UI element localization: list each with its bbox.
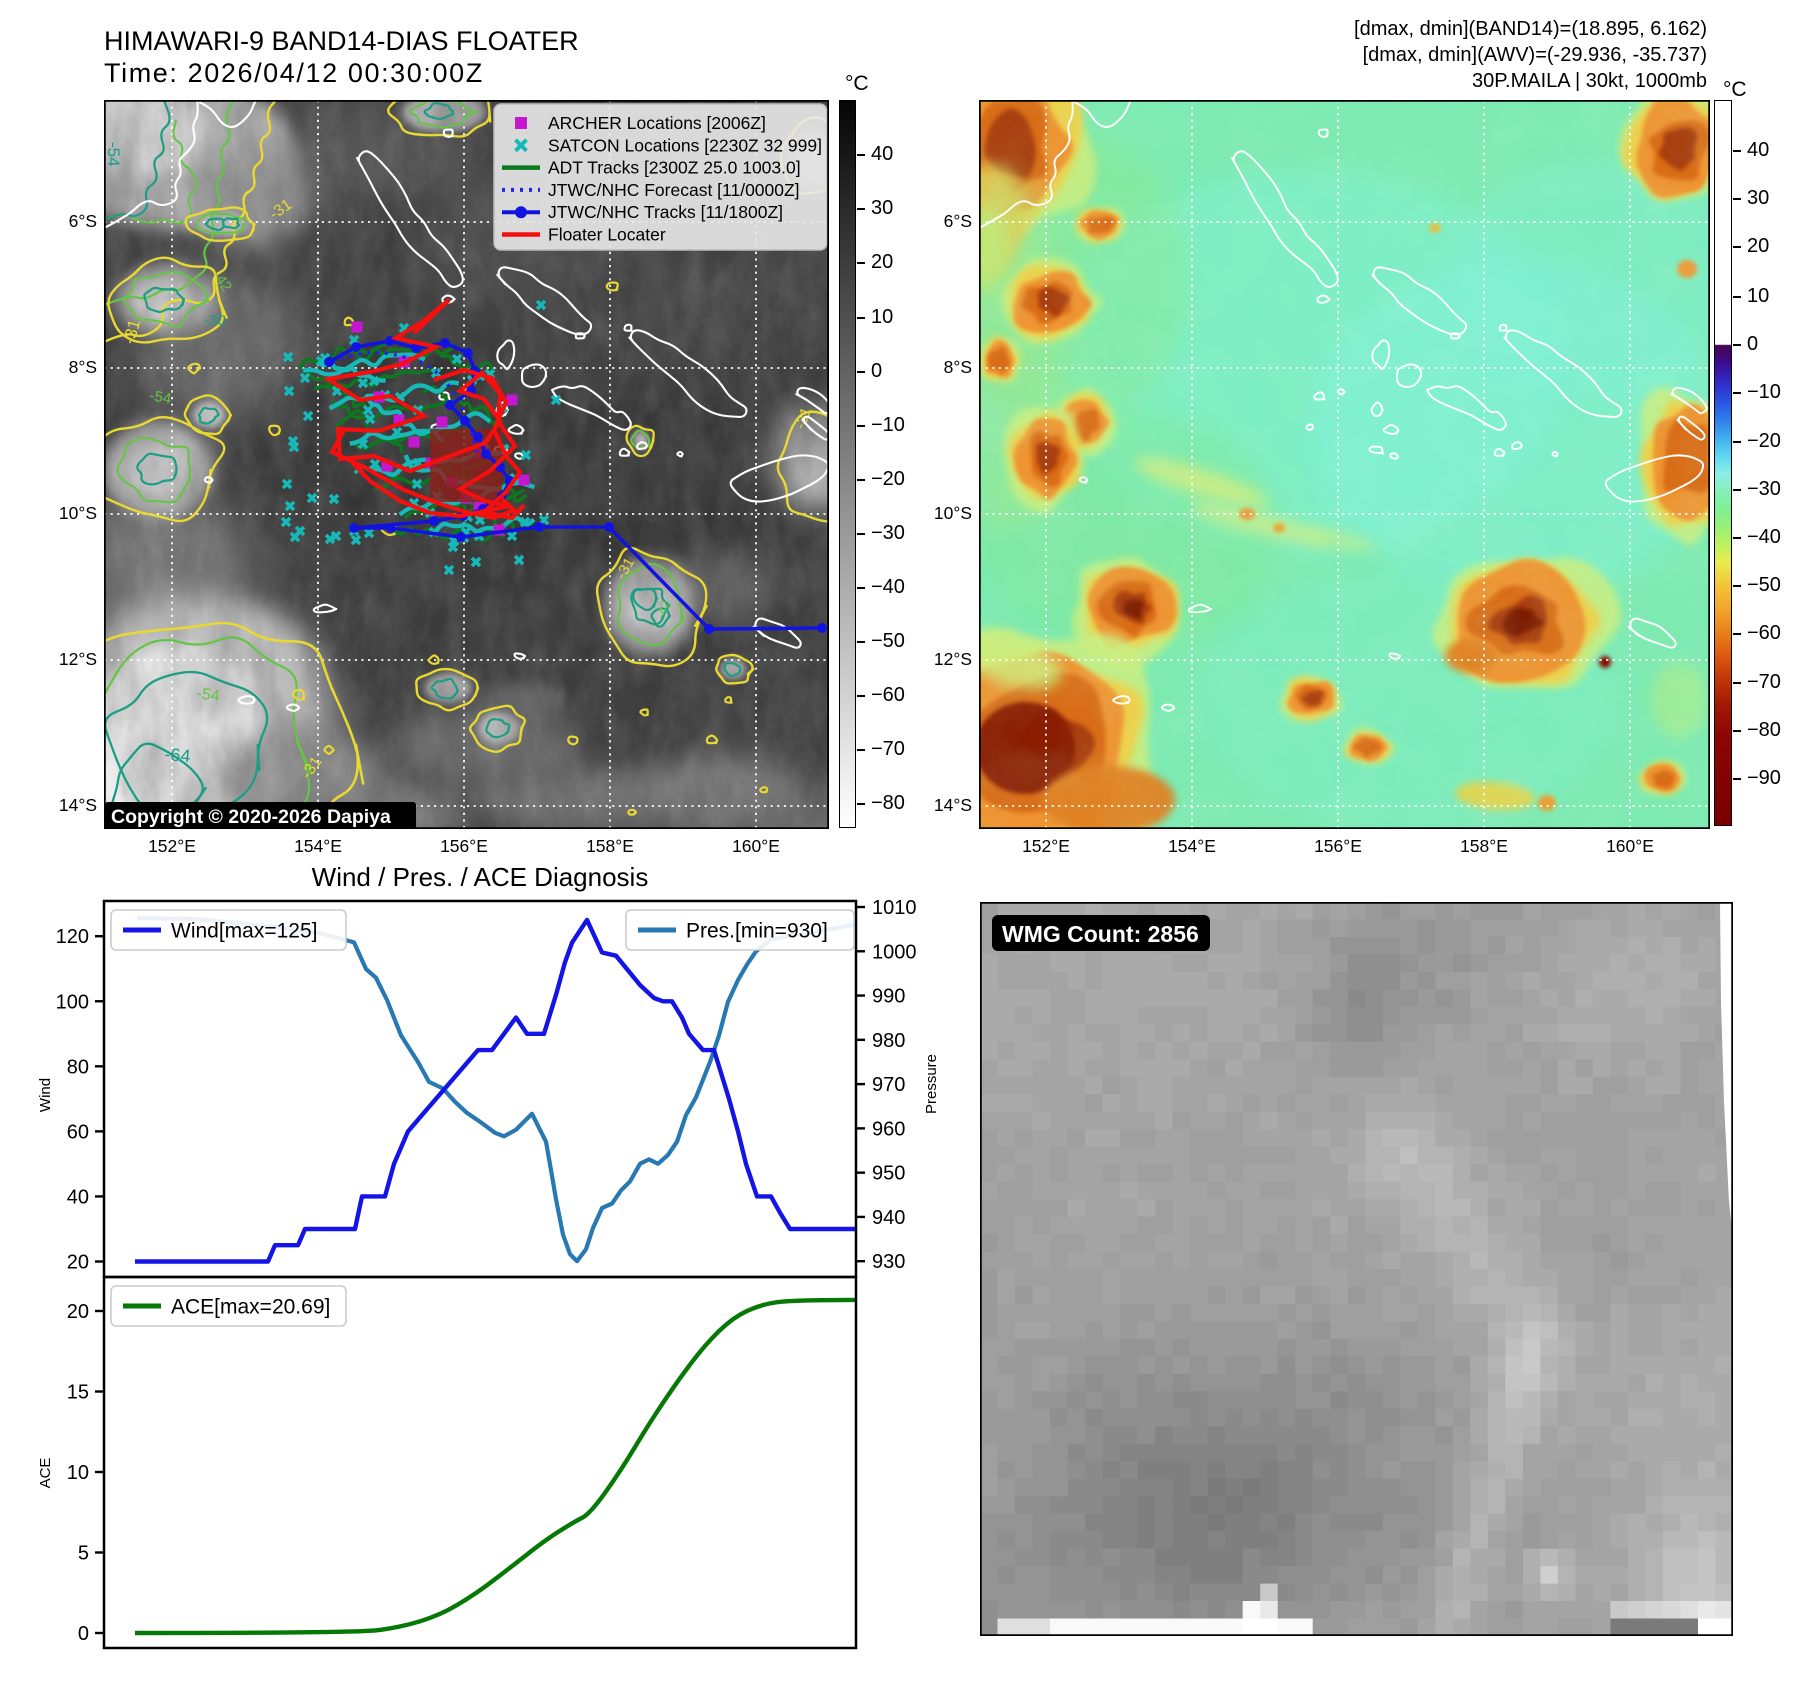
- svg-text:40: 40: [67, 1186, 89, 1208]
- svg-text:1010: 1010: [872, 897, 917, 919]
- svg-text:80: 80: [67, 1056, 89, 1078]
- svg-text:Wind: Wind: [37, 1078, 54, 1112]
- svg-text:60: 60: [67, 1121, 89, 1143]
- svg-text:Pressure: Pressure: [923, 1054, 940, 1114]
- svg-text:JTWC/NHC Tracks [11/1800Z]: JTWC/NHC Tracks [11/1800Z]: [548, 202, 783, 222]
- svg-text:-54: -54: [148, 387, 172, 408]
- svg-text:1000: 1000: [872, 941, 917, 963]
- svg-text:940: 940: [872, 1207, 905, 1229]
- svg-text:980: 980: [872, 1030, 905, 1052]
- svg-text:ACE: ACE: [37, 1458, 54, 1489]
- svg-text:990: 990: [872, 986, 905, 1008]
- svg-text:-42: -42: [653, 598, 674, 621]
- svg-text:950: 950: [872, 1163, 905, 1185]
- svg-text:10: 10: [67, 1462, 89, 1484]
- svg-text:Copyright © 2020-2026 Dapiya: Copyright © 2020-2026 Dapiya: [111, 806, 391, 828]
- svg-text:Pres.[min=930]: Pres.[min=930]: [686, 920, 828, 943]
- svg-text:-54: -54: [195, 685, 220, 705]
- svg-text:JTWC/NHC Forecast [11/0000Z]: JTWC/NHC Forecast [11/0000Z]: [548, 180, 800, 200]
- svg-text:-30: -30: [204, 312, 226, 329]
- svg-text:WMG Count: 2856: WMG Count: 2856: [1002, 921, 1199, 947]
- svg-text:ARCHER Locations [2006Z]: ARCHER Locations [2006Z]: [548, 113, 766, 133]
- svg-text:SATCON Locations [2230Z 32 999: SATCON Locations [2230Z 32 999]: [548, 135, 822, 155]
- svg-text:-54: -54: [104, 142, 123, 167]
- svg-text:20: 20: [67, 1301, 89, 1323]
- svg-text:120: 120: [56, 926, 89, 948]
- svg-text:20: 20: [67, 1252, 89, 1274]
- svg-text:-64: -64: [164, 744, 192, 766]
- svg-text:960: 960: [872, 1118, 905, 1140]
- svg-text:Wind[max=125]: Wind[max=125]: [171, 920, 318, 943]
- svg-text:930: 930: [872, 1251, 905, 1273]
- svg-text:0: 0: [78, 1623, 89, 1645]
- svg-text:ACE[max=20.69]: ACE[max=20.69]: [171, 1296, 330, 1319]
- svg-text:15: 15: [67, 1382, 89, 1404]
- svg-text:Floater Locater: Floater Locater: [548, 225, 666, 245]
- svg-text:100: 100: [56, 991, 89, 1013]
- svg-text:970: 970: [872, 1074, 905, 1096]
- svg-text:5: 5: [78, 1543, 89, 1565]
- svg-text:ADT Tracks [2300Z 25.0 1003.0]: ADT Tracks [2300Z 25.0 1003.0]: [548, 158, 801, 178]
